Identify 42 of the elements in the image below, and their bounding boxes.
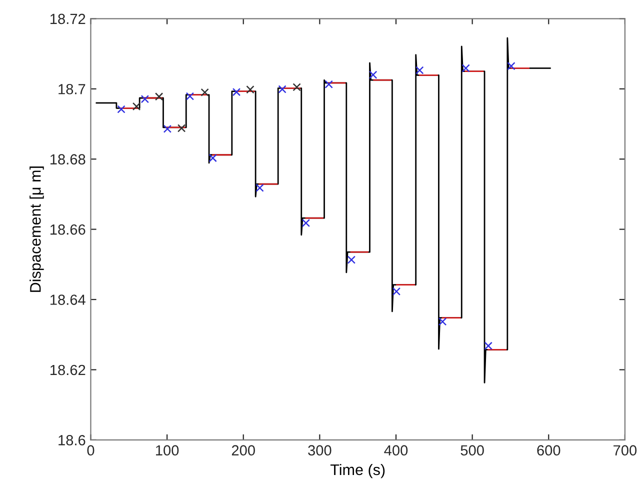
point bbox=[438, 318, 447, 326]
point bbox=[484, 342, 492, 350]
point bbox=[278, 85, 286, 94]
point bbox=[507, 62, 516, 70]
point bbox=[117, 105, 126, 114]
point bbox=[163, 124, 172, 133]
y-tick-label: 18.6 bbox=[58, 435, 86, 446]
x-tick-label: 500 bbox=[460, 445, 484, 456]
point bbox=[232, 88, 241, 96]
point bbox=[154, 92, 164, 101]
point bbox=[462, 64, 470, 72]
point bbox=[324, 80, 333, 88]
line-series bbox=[96, 37, 551, 384]
point bbox=[416, 66, 424, 74]
point bbox=[140, 94, 150, 104]
point bbox=[208, 154, 217, 162]
x-tick-label: 600 bbox=[537, 445, 560, 456]
y-axis-title: Dispacement [μ m] bbox=[30, 166, 44, 292]
point bbox=[132, 102, 141, 111]
point bbox=[256, 184, 264, 192]
point bbox=[302, 218, 310, 228]
x-tick-label: 200 bbox=[232, 445, 255, 456]
y-tick-label: 18.72 bbox=[50, 14, 86, 24]
x-tick-label: 700 bbox=[614, 445, 637, 456]
y-tick-label: 18.64 bbox=[50, 294, 86, 305]
x-axis-title: Time (s) bbox=[330, 464, 385, 478]
y-tick-label: 18.66 bbox=[50, 224, 86, 235]
point bbox=[200, 88, 209, 96]
x-tick-label: 100 bbox=[156, 445, 179, 456]
x-tick-label: 300 bbox=[308, 445, 332, 456]
point bbox=[177, 124, 186, 132]
y-tick-label: 18.62 bbox=[50, 364, 86, 376]
x-tick-label: 400 bbox=[384, 445, 408, 456]
y-tick-label: 18.68 bbox=[50, 154, 86, 165]
point bbox=[292, 83, 301, 92]
y-tick-label: 18.7 bbox=[58, 84, 86, 94]
point bbox=[392, 287, 401, 296]
point bbox=[347, 256, 356, 264]
x-tick-label: 0 bbox=[87, 445, 94, 456]
point bbox=[186, 92, 194, 100]
point bbox=[246, 85, 254, 94]
point bbox=[369, 70, 378, 79]
